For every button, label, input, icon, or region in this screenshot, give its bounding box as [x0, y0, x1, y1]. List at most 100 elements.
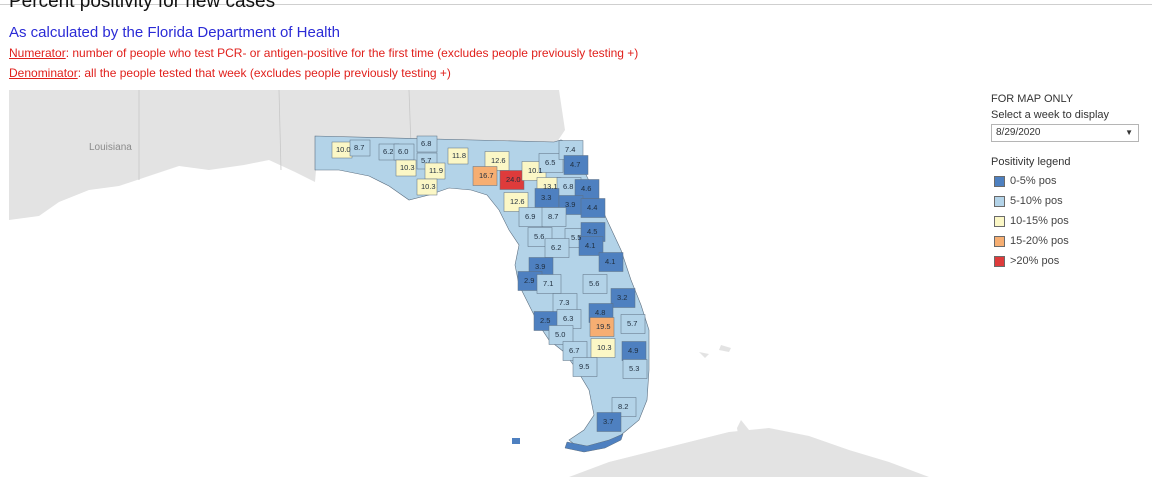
- numerator-label: Numerator: [9, 46, 66, 60]
- county-value-label: 8.2: [618, 402, 628, 411]
- county-value-label: 6.2: [383, 147, 393, 156]
- legend-swatch: [994, 235, 1005, 247]
- county-value-label: 5.3: [629, 364, 639, 373]
- county-value-label: 10.3: [400, 163, 415, 172]
- county-value-label: 13.1: [543, 182, 558, 191]
- county-shape[interactable]: [590, 338, 616, 358]
- county-shape[interactable]: [578, 236, 604, 256]
- county-value-label: 10.3: [597, 343, 612, 352]
- county-value-label: 6.5: [545, 158, 555, 167]
- county-value-label: 5.7: [627, 319, 637, 328]
- county-value-label: 16.7: [479, 171, 494, 180]
- county-shape[interactable]: [563, 155, 589, 175]
- county-shape[interactable]: [564, 433, 624, 453]
- county-value-label: 5.6: [534, 232, 544, 241]
- legend-swatch: [994, 215, 1005, 227]
- county-shape[interactable]: [472, 166, 498, 186]
- county-value-label: 3.9: [535, 262, 545, 271]
- legend-label: >20% pos: [1010, 255, 1060, 267]
- county-value-label: 11.8: [452, 151, 466, 160]
- gulf-states-land: [9, 90, 565, 220]
- county-value-label: 3.9: [565, 200, 575, 209]
- county-value-label: 5.7: [421, 156, 431, 165]
- legend-item-20-plus[interactable]: >20% pos: [991, 251, 1151, 271]
- bahamas-island: [719, 345, 731, 352]
- county-value-label: 6.3: [563, 314, 573, 323]
- county-shape[interactable]: [620, 314, 646, 334]
- county-shape[interactable]: [512, 438, 520, 444]
- legend-swatch: [994, 255, 1005, 267]
- county-value-label: 7.1: [543, 279, 553, 288]
- county-shape[interactable]: [349, 139, 371, 157]
- legend-title: Positivity legend: [991, 156, 1071, 168]
- county-value-label: 6.9: [525, 212, 535, 221]
- county-value-label: 4.7: [570, 160, 580, 169]
- county-shape[interactable]: [541, 207, 567, 227]
- county-value-label: 10.3: [421, 182, 436, 191]
- county-value-label: 5.0: [555, 330, 565, 339]
- legend-item-15-20[interactable]: 15-20% pos: [991, 231, 1151, 251]
- florida-positivity-map[interactable]: Louisiana 10.0 8.7 6.2 6.0 6.8 5.7 10.3 11.9 11.…: [9, 90, 971, 477]
- county-shape[interactable]: [544, 238, 570, 258]
- county-shape[interactable]: [416, 178, 438, 196]
- denominator-label: Denominator: [9, 66, 78, 80]
- county-shape[interactable]: [536, 274, 562, 294]
- county-value-label: 12.6: [491, 156, 506, 165]
- county-shape[interactable]: [622, 359, 648, 379]
- county-value-label: 6.8: [563, 182, 573, 191]
- page-title: Percent positivity for new cases: [9, 0, 276, 12]
- county-shape[interactable]: [610, 288, 636, 308]
- legend-item-10-15[interactable]: 10-15% pos: [991, 211, 1151, 231]
- bahamas-island: [737, 420, 749, 442]
- louisiana-label: Louisiana: [89, 142, 132, 153]
- county-value-labels: 10.0 8.7 6.2 6.06.85.710.3 11.911.810.312.61…: [336, 139, 639, 426]
- denominator-text: : all the people tested that week (exclu…: [77, 66, 451, 80]
- county-value-label: 6.2: [551, 243, 561, 252]
- county-value-label: 6.7: [569, 346, 579, 355]
- state-border: [408, 90, 412, 147]
- county-shape[interactable]: [589, 317, 615, 337]
- legend-label: 15-20% pos: [1010, 235, 1069, 247]
- county-value-label: 4.6: [581, 184, 591, 193]
- county-value-label: 4.8: [595, 308, 605, 317]
- county-value-label: 6.8: [421, 139, 431, 148]
- county-value-label: 10.0: [336, 145, 351, 154]
- state-border: [278, 90, 282, 171]
- county-value-label: 19.5: [596, 322, 611, 331]
- legend-item-0-5[interactable]: 0-5% pos: [991, 171, 1151, 191]
- county-value-label: 4.1: [585, 241, 595, 250]
- chevron-down-icon[interactable]: ▼: [1125, 128, 1133, 137]
- county-shape[interactable]: [572, 357, 598, 377]
- legend-swatch: [994, 195, 1005, 207]
- county-shape[interactable]: [548, 325, 574, 345]
- county-shape[interactable]: [596, 412, 622, 432]
- county-shape[interactable]: [538, 153, 564, 173]
- county-shape[interactable]: [503, 192, 529, 212]
- county-shape[interactable]: [582, 274, 608, 294]
- county-shape[interactable]: [416, 135, 438, 153]
- bahamas-island: [699, 352, 709, 358]
- top-divider: [0, 4, 1152, 5]
- county-shape[interactable]: [580, 198, 606, 218]
- cuba-land: [569, 428, 929, 477]
- county-shape[interactable]: [611, 397, 637, 417]
- county-value-label: 10.1: [528, 166, 543, 175]
- legend-item-5-10[interactable]: 5-10% pos: [991, 191, 1151, 211]
- county-value-label: 2.5: [540, 316, 550, 325]
- county-value-label: 8.7: [548, 212, 558, 221]
- county-value-label: 4.4: [587, 203, 597, 212]
- week-select[interactable]: 8/29/2020 ▼: [991, 124, 1139, 142]
- county-value-label: 5.6: [589, 279, 599, 288]
- week-select-label: Select a week to display: [991, 109, 1110, 121]
- county-shape[interactable]: [447, 147, 469, 165]
- county-value-label: 11.9: [429, 166, 443, 175]
- numerator-definition: Numerator: number of people who test PCR…: [9, 46, 638, 60]
- county-polygons[interactable]: [314, 135, 650, 453]
- county-value-label: 4.9: [628, 346, 638, 355]
- county-value-label: 3.2: [617, 293, 627, 302]
- page-subtitle: As calculated by the Florida Department …: [9, 24, 341, 41]
- county-value-label: 3.7: [603, 417, 613, 426]
- map-canvas[interactable]: Louisiana 10.0 8.7 6.2 6.06.85.710.3 11.911.…: [9, 90, 971, 477]
- county-shape[interactable]: [395, 159, 417, 177]
- county-shape[interactable]: [598, 252, 624, 272]
